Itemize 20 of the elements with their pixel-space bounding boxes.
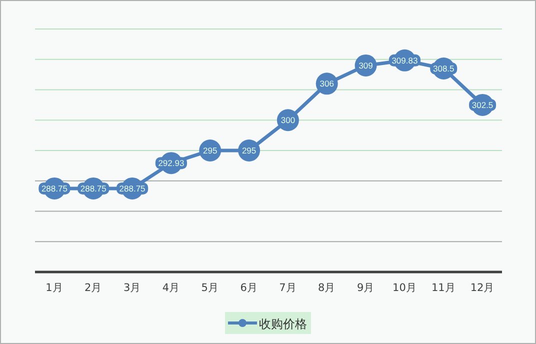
- legend-label: 收购价格: [259, 317, 307, 331]
- data-label: 306: [320, 78, 334, 89]
- x-tick-label: 12月: [470, 282, 495, 294]
- data-label: 308.5: [432, 63, 455, 74]
- data-label: 302.5: [472, 100, 494, 110]
- x-tick-label: 7月: [279, 282, 297, 294]
- x-tick-label: 2月: [84, 282, 102, 294]
- data-label: 295: [242, 146, 256, 156]
- data-label: 300: [280, 115, 296, 126]
- x-tick-label: 6月: [240, 282, 258, 294]
- x-tick-label: 1月: [46, 282, 64, 294]
- x-tick-label: 3月: [123, 282, 142, 294]
- x-tick-label: 5月: [201, 282, 219, 294]
- x-tick-label: 8月: [318, 282, 336, 294]
- x-tick-label: 4月: [162, 282, 180, 294]
- x-tick-label: 10月: [392, 282, 417, 294]
- data-label: 309: [358, 60, 374, 70]
- x-tick-label: 11月: [431, 282, 456, 294]
- data-label: 295: [203, 146, 218, 156]
- x-tick-label: 9月: [356, 282, 375, 294]
